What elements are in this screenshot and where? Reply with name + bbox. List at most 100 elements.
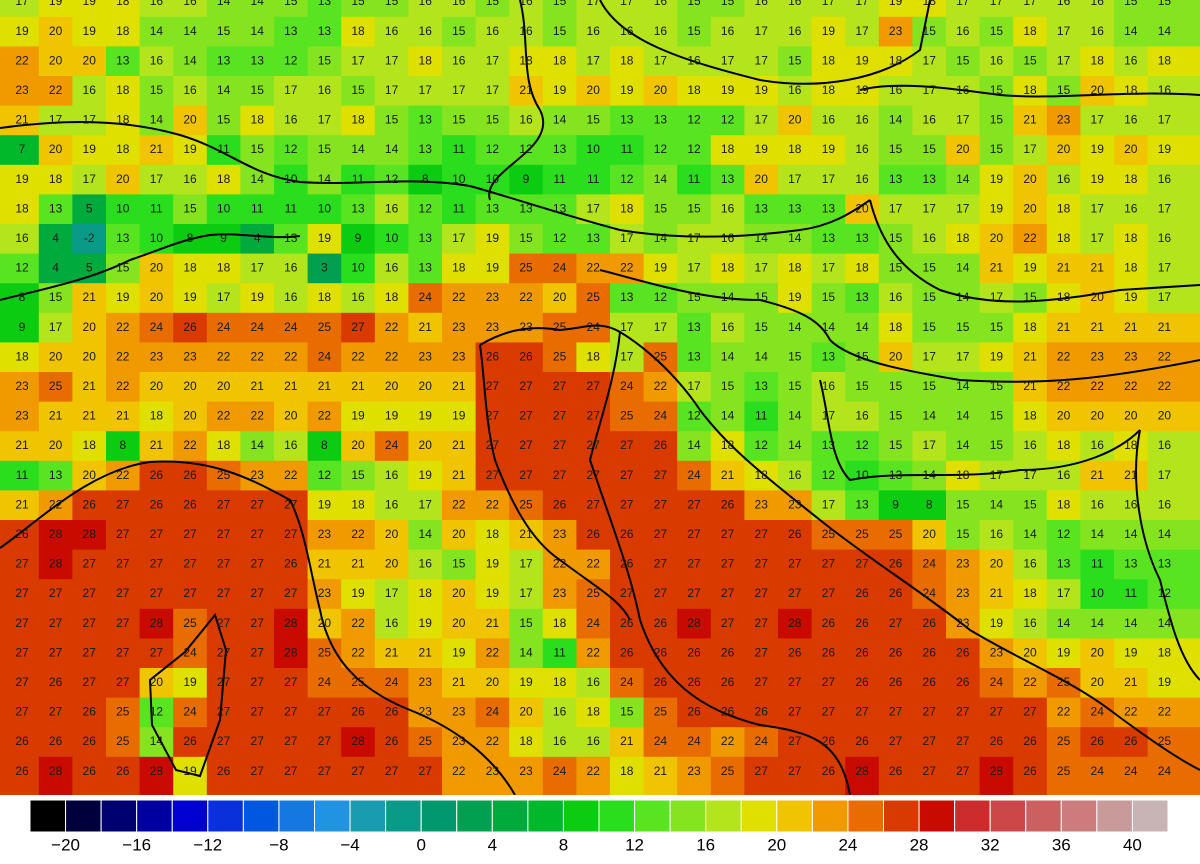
temperature-cell: [0, 46, 40, 77]
temperature-label: 27: [788, 705, 802, 719]
temperature-cell: [206, 697, 241, 728]
temperature-cell: [38, 224, 73, 255]
temperature-label: 15: [620, 705, 634, 719]
temperature-cell: [1046, 668, 1081, 699]
temperature-cell: [509, 0, 544, 18]
temperature-cell: [1046, 46, 1081, 77]
temperature-label: 10: [217, 201, 231, 215]
temperature-label: 27: [486, 409, 500, 423]
temperature-cell: [341, 342, 376, 373]
temperature-label: 16: [318, 83, 332, 97]
temperature-cell: [106, 756, 141, 796]
temperature-label: 27: [419, 764, 433, 778]
temperature-cell: [979, 460, 1014, 491]
temperature-cell: [643, 401, 678, 432]
temperature-cell: [610, 638, 645, 669]
temperature-cell: [274, 105, 309, 136]
temperature-cell: [106, 697, 141, 728]
temperature-label: 24: [385, 675, 399, 689]
temperature-cell: [1013, 76, 1048, 107]
temperature-cell: [38, 372, 73, 403]
temperature-label: 27: [150, 557, 164, 571]
temperature-label: 25: [822, 527, 836, 541]
temperature-label: 18: [620, 201, 634, 215]
temperature-label: 16: [183, 172, 197, 186]
temperature-cell: [106, 224, 141, 255]
temperature-cell: [946, 312, 981, 343]
temperature-label: 13: [855, 290, 869, 304]
temperature-cell: [206, 46, 241, 77]
temperature-cell: [979, 135, 1014, 166]
temperature-cell: [610, 372, 645, 403]
temperature-cell: [878, 76, 913, 107]
temperature-cell: [912, 727, 947, 758]
temperature-cell: [845, 0, 880, 18]
temperature-cell: [509, 253, 544, 284]
temperature-cell: [173, 342, 208, 373]
temperature-cell: [1147, 105, 1200, 136]
temperature-cell: [778, 342, 813, 373]
temperature-cell: [542, 668, 577, 699]
temperature-cell: [509, 608, 544, 639]
temperature-cell: [542, 638, 577, 669]
temperature-label: 22: [15, 53, 29, 67]
temperature-label: 17: [1158, 261, 1172, 275]
temperature-label: 17: [654, 53, 668, 67]
temperature-cell: [106, 668, 141, 699]
temperature-label: 21: [49, 409, 63, 423]
temperature-cell: [946, 342, 981, 373]
temperature-label: 15: [990, 142, 1004, 156]
temperature-cell: [307, 668, 342, 699]
temperature-cell: [173, 697, 208, 728]
temperature-label: 27: [15, 557, 29, 571]
temperature-label: 23: [990, 645, 1004, 659]
colorbar-swatch: [954, 799, 991, 833]
temperature-label: 20: [452, 527, 466, 541]
border: [819, 379, 1200, 681]
temperature-cell: [744, 164, 779, 195]
temperature-cell: [173, 164, 208, 195]
temperature-cell: [710, 224, 745, 255]
temperature-label: 27: [889, 705, 903, 719]
temperature-label: 18: [956, 231, 970, 245]
temperature-cell: [475, 401, 510, 432]
temperature-cell: [307, 105, 342, 136]
temperature-cell: [1013, 490, 1048, 521]
temperature-cell: [1080, 638, 1115, 669]
temperature-cell: [1147, 253, 1200, 284]
temperature-label: 26: [150, 497, 164, 511]
temperature-label: 26: [620, 616, 634, 630]
temperature-label: 19: [990, 616, 1004, 630]
temperature-cell: [542, 372, 577, 403]
temperature-label: 19: [15, 24, 29, 38]
temperature-label: 16: [855, 409, 869, 423]
temperature-cell: [778, 46, 813, 77]
temperature-label: 17: [1158, 201, 1172, 215]
temperature-cell: [1046, 638, 1081, 669]
colorbar-swatch: [278, 799, 315, 833]
temperature-label: 14: [183, 24, 197, 38]
temperature-label: 17: [1091, 113, 1105, 127]
temperature-label: 20: [183, 409, 197, 423]
temperature-cell: [173, 756, 208, 796]
temperature-cell: [106, 490, 141, 521]
temperature-label: 26: [217, 764, 231, 778]
temperature-cell: [72, 697, 107, 728]
temperature-label: 17: [654, 320, 668, 334]
temperature-label: 25: [519, 261, 533, 275]
temperature-label: 24: [1158, 764, 1172, 778]
temperature-label: 15: [990, 379, 1004, 393]
temperature-label: 27: [83, 557, 97, 571]
temperature-label: 18: [923, 0, 937, 8]
temperature-label: 27: [553, 438, 567, 452]
temperature-label: 26: [923, 616, 937, 630]
temperature-cell: [72, 372, 107, 403]
temperature-cell: [139, 431, 174, 462]
temperature-cell: [38, 46, 73, 77]
temperature-label: 27: [116, 497, 130, 511]
temperature-cell: [240, 401, 275, 432]
temperature-cell: [744, 490, 779, 521]
temperature-label: 20: [1091, 675, 1105, 689]
temperature-label: 16: [419, 0, 433, 8]
temperature-label: 16: [183, 0, 197, 8]
